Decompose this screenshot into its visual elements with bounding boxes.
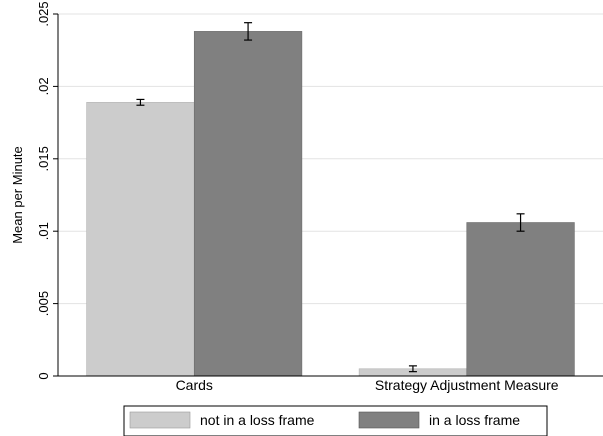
- legend-box: [123, 405, 548, 436]
- y-tick-label: .02: [36, 77, 51, 95]
- bar: [86, 102, 195, 377]
- y-tick-label: 0: [36, 372, 51, 379]
- bar: [193, 31, 303, 377]
- y-axis-label: Mean per Minute: [10, 146, 25, 244]
- axes: [57, 14, 603, 377]
- bar: [466, 222, 575, 377]
- x-category-label: Cards: [176, 377, 213, 393]
- y-ticks: 0 .005 .01 .015 .02 .025: [36, 1, 58, 380]
- y-tick-label: .025: [36, 1, 51, 26]
- legend-label-in-loss-frame: in a loss frame: [429, 412, 520, 428]
- error-bars: [136, 22, 525, 373]
- y-tick-label: .005: [36, 291, 51, 316]
- legend-swatch-not-in-loss-frame: [129, 411, 191, 429]
- bars: [86, 31, 575, 377]
- y-tick-label: .01: [36, 222, 51, 240]
- y-tick-label: .015: [36, 146, 51, 171]
- legend-swatch-in-loss-frame: [358, 411, 420, 429]
- x-category-labels: Cards Strategy Adjustment Measure: [176, 377, 559, 393]
- x-category-label: Strategy Adjustment Measure: [375, 377, 559, 393]
- legend-label-not-in-loss-frame: not in a loss frame: [200, 412, 315, 428]
- legend: not in a loss frame in a loss frame: [123, 405, 548, 436]
